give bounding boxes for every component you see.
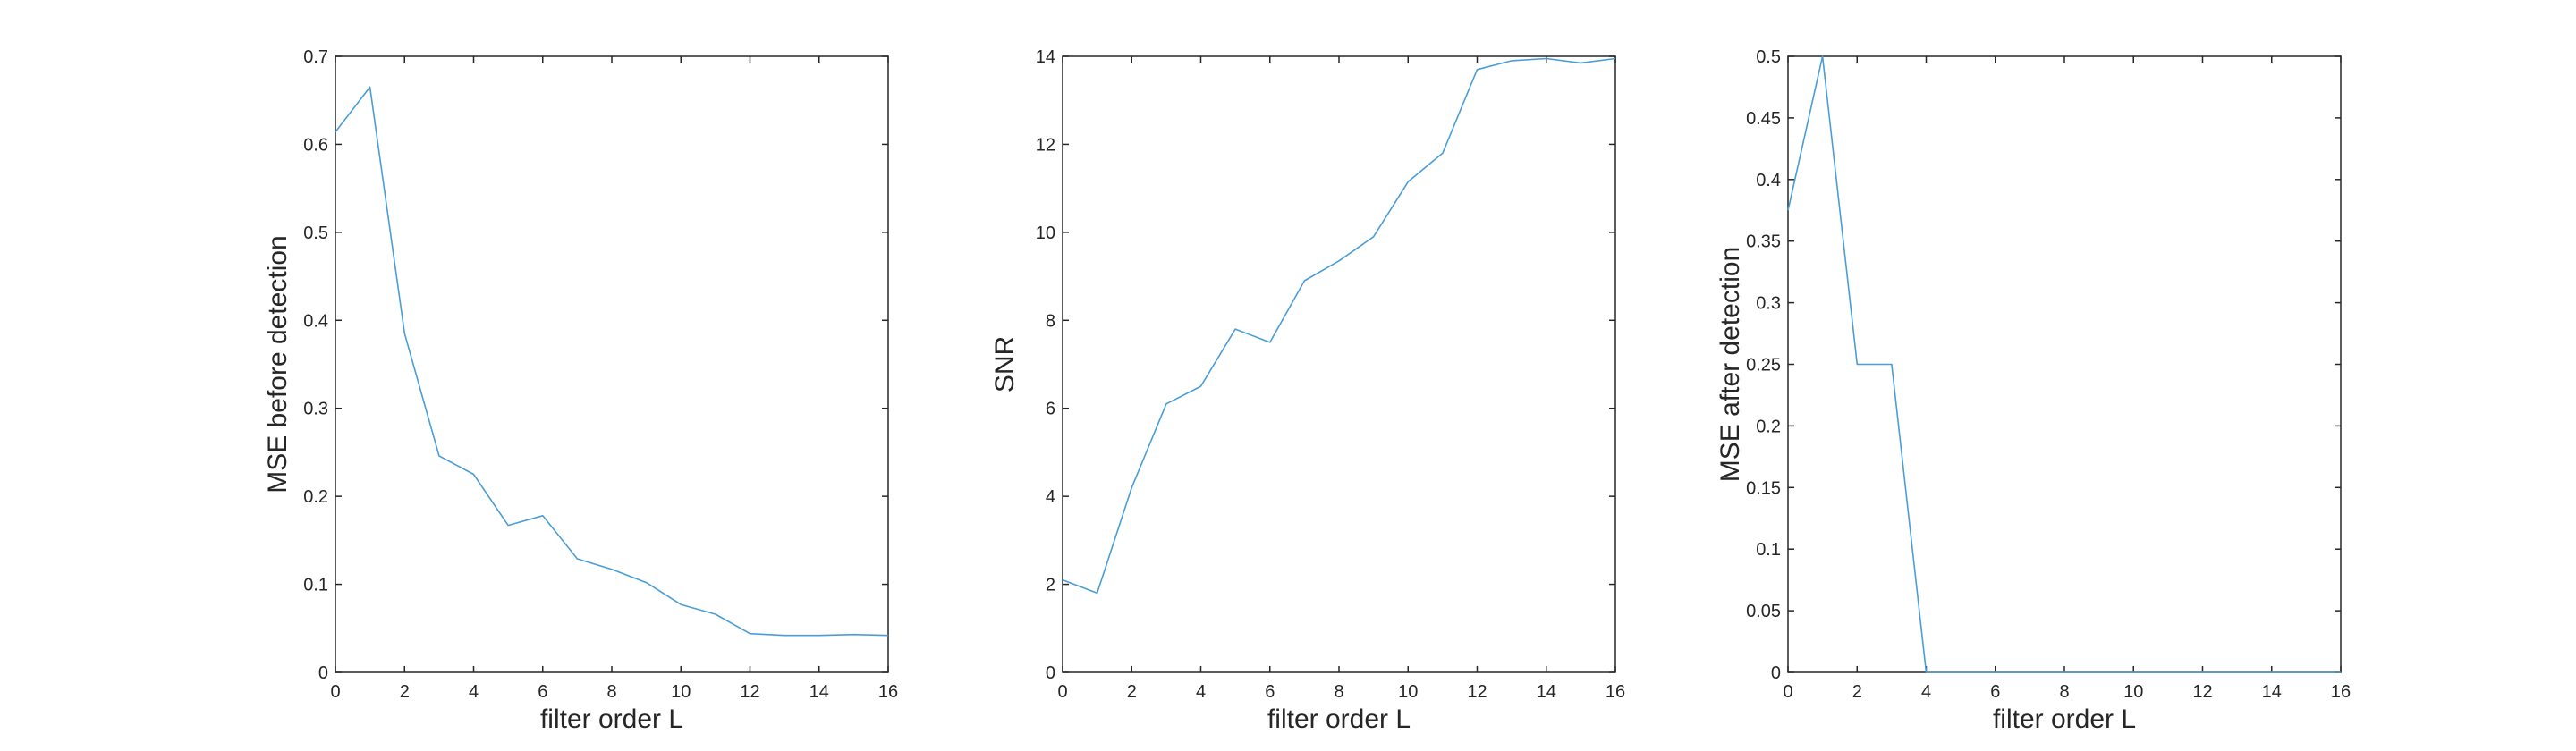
x-axis-label: filter order L <box>540 705 683 734</box>
plot-box <box>335 55 889 673</box>
y-axis-label: MSE before detection <box>263 235 292 494</box>
y-tick-label: 2 <box>1046 576 1055 595</box>
x-axis-label: filter order L <box>1993 705 2136 734</box>
x-tick-label: 4 <box>1196 682 1206 702</box>
y-tick-label: 12 <box>1036 135 1055 155</box>
panels: 0 2 4 6 8 10 12 14 16 0 0.1 0.2 0.3 0.4 0.5 0.6 0.7 filte… <box>263 47 2351 734</box>
x-tick-label: 14 <box>809 682 829 702</box>
x-tick-label: 10 <box>1398 682 1418 702</box>
x-axis-label: filter order L <box>1267 705 1411 734</box>
chart-panel-2: 0 2 4 6 8 10 12 14 16 0 2 4 6 8 10 12 14 filter order L SN… <box>990 47 1625 734</box>
x-tick-label: 2 <box>1127 682 1137 702</box>
y-tick-label: 0 <box>318 663 328 683</box>
series-line-1 <box>1787 55 2341 673</box>
y-tick-label: 0.4 <box>303 311 328 331</box>
x-tick-label: 12 <box>740 682 759 702</box>
chart-panel-1: 0 2 4 6 8 10 12 14 16 0 0.1 0.2 0.3 0.4 0.5 0.6 0.7 filte… <box>263 47 898 734</box>
y-tick-label: 14 <box>1036 47 1055 67</box>
x-tick-label: 6 <box>1265 682 1275 702</box>
x-tick-label: 0 <box>1057 682 1067 702</box>
x-tick-label: 16 <box>1606 682 1625 702</box>
y-tick-label: 0.4 <box>1756 171 1781 190</box>
x-tick-label: 14 <box>1537 682 1556 702</box>
x-tick-label: 10 <box>671 682 691 702</box>
y-tick-label: 0.15 <box>1746 478 1781 498</box>
x-tick-label: 2 <box>400 682 410 702</box>
plot-box <box>1062 55 1616 673</box>
y-tick-label: 0.2 <box>1756 417 1781 436</box>
y-tick-label: 8 <box>1046 311 1055 331</box>
y-tick-label: 6 <box>1046 400 1055 419</box>
series-line-1 <box>1062 57 1616 595</box>
x-tick-label: 8 <box>2059 682 2069 702</box>
y-tick-label: 4 <box>1046 487 1055 507</box>
y-tick-label: 0.5 <box>303 224 328 243</box>
x-tick-label: 4 <box>1921 682 1931 702</box>
y-tick-label: 0.35 <box>1746 232 1781 252</box>
x-tick-label: 16 <box>2331 682 2351 702</box>
y-tick-label: 0.1 <box>1756 540 1781 560</box>
y-axis-label: MSE after detection <box>1716 247 1745 482</box>
y-tick-label: 0.1 <box>303 576 328 595</box>
y-tick-label: 0.3 <box>303 400 328 419</box>
chart-panel-3: 0 2 4 6 8 10 12 14 16 0 0.05 0.1 0.15 0.2 0.25 0.3 0.35 0… <box>1716 47 2351 734</box>
y-tick-label: 10 <box>1036 224 1055 243</box>
x-tick-label: 8 <box>606 682 616 702</box>
x-tick-label: 8 <box>1334 682 1343 702</box>
x-tick-label: 12 <box>2192 682 2212 702</box>
y-tick-label: 0.25 <box>1746 356 1781 376</box>
x-tick-label: 12 <box>1467 682 1487 702</box>
y-tick-label: 0.45 <box>1746 109 1781 129</box>
y-tick-label: 0.5 <box>1756 47 1781 67</box>
y-axis-label: SNR <box>990 336 1020 392</box>
x-tick-label: 10 <box>2123 682 2143 702</box>
y-tick-label: 0 <box>1046 663 1055 683</box>
y-tick-label: 0 <box>1771 663 1781 683</box>
x-tick-label: 6 <box>538 682 547 702</box>
y-tick-label: 0.05 <box>1746 602 1781 621</box>
x-tick-label: 4 <box>469 682 479 702</box>
y-tick-label: 0.7 <box>303 47 328 67</box>
y-tick-label: 0.3 <box>1756 294 1781 314</box>
x-tick-label: 2 <box>1852 682 1862 702</box>
x-tick-label: 0 <box>1783 682 1792 702</box>
x-tick-label: 14 <box>2262 682 2282 702</box>
y-tick-label: 0.6 <box>303 135 328 155</box>
series-line-1 <box>335 86 889 637</box>
x-tick-label: 6 <box>1990 682 2000 702</box>
x-tick-label: 16 <box>878 682 898 702</box>
x-tick-label: 0 <box>330 682 340 702</box>
y-tick-label: 0.2 <box>303 487 328 507</box>
